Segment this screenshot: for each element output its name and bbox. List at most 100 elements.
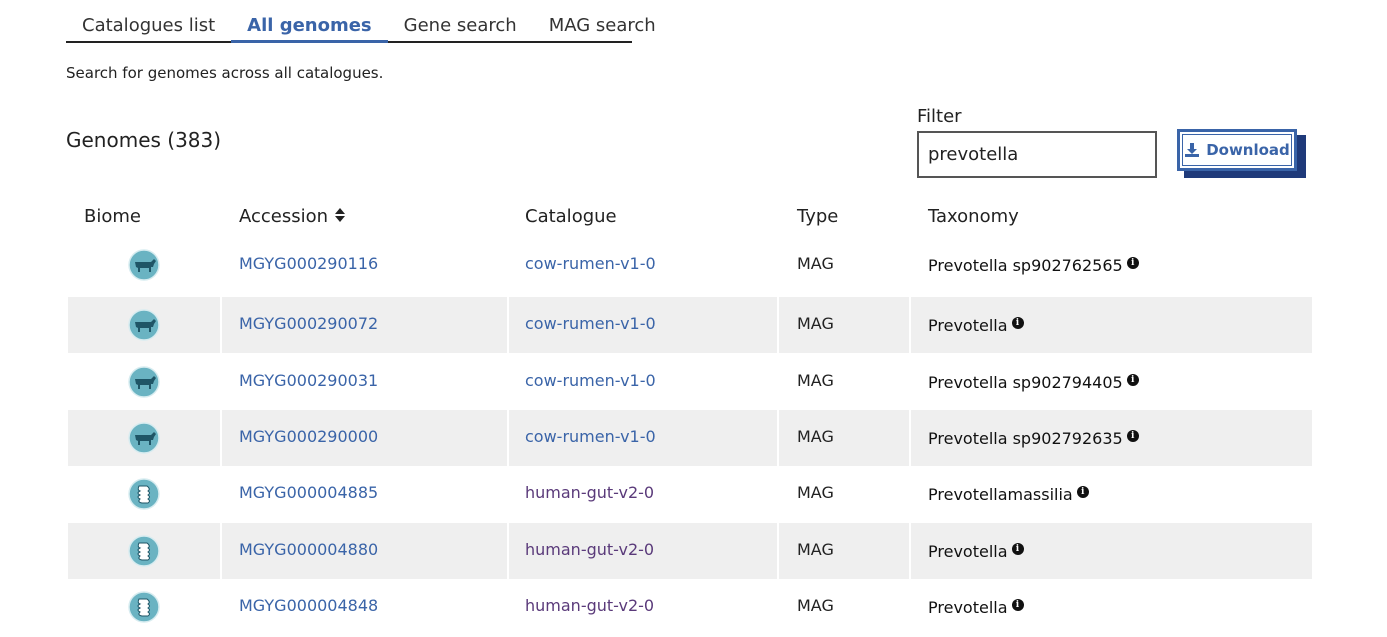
table-row: MGYG000004885 human-gut-v2-0 MAG Prevotella… (68, 466, 1312, 522)
column-separator (777, 237, 779, 293)
catalogue-link[interactable]: human-gut-v2-0 (525, 540, 655, 559)
info-icon[interactable]: i (1126, 374, 1139, 386)
accession-link[interactable]: MGYG000290031 (239, 371, 379, 390)
column-separator (777, 354, 779, 410)
type-value: MAG (797, 540, 834, 559)
column-separator (507, 410, 509, 466)
column-separator (507, 579, 509, 635)
catalogue-link[interactable]: cow-rumen-v1-0 (525, 371, 656, 390)
accession-link[interactable]: MGYG000004885 (239, 483, 379, 502)
tab-catalogues-list[interactable]: Catalogues list (82, 15, 216, 36)
taxonomy-cell: Prevotella sp902762565 i (928, 256, 1139, 275)
info-icon[interactable]: i (1011, 599, 1024, 611)
taxonomy-value: Prevotella (928, 598, 1008, 617)
taxonomy-value: Prevotella (928, 542, 1008, 561)
table-row: MGYG000004848 human-gut-v2-0 MAG Prevotella… (68, 579, 1312, 635)
column-separator (909, 523, 911, 579)
column-separator (909, 237, 911, 293)
catalogue-link[interactable]: cow-rumen-v1-0 (525, 254, 656, 273)
column-separator (777, 579, 779, 635)
column-header-accession-label: Accession (239, 206, 329, 227)
sort-icon (334, 208, 345, 222)
column-separator (507, 237, 509, 293)
column-separator (909, 466, 911, 522)
info-icon[interactable]: i (1076, 486, 1089, 498)
catalogue-link[interactable]: cow-rumen-v1-0 (525, 314, 656, 333)
column-separator (220, 237, 222, 293)
column-separator (220, 579, 222, 635)
table-row: MGYG000290116 cow-rumen-v1-0 MAG Prevotella… (68, 237, 1312, 293)
taxonomy-value: Prevotella (928, 316, 1008, 335)
table-row: MGYG000290072 cow-rumen-v1-0 MAG Prevotella… (68, 297, 1312, 353)
column-header-catalogue: Catalogue (525, 206, 617, 227)
column-separator (507, 523, 509, 579)
accession-link[interactable]: MGYG000004880 (239, 540, 379, 559)
column-separator (777, 297, 779, 353)
tab-gene-search[interactable]: Gene search (403, 15, 517, 36)
cow-rumen-biome-icon (128, 309, 160, 341)
catalogue-link[interactable]: human-gut-v2-0 (525, 483, 655, 502)
taxonomy-value: Prevotella sp902794405 (928, 373, 1123, 392)
taxonomy-cell: Prevotella sp902794405 i (928, 373, 1139, 392)
tab-bar: Catalogues list All genomes Gene search … (66, 8, 656, 43)
taxonomy-cell: Prevotella i (928, 598, 1024, 617)
column-separator (220, 410, 222, 466)
column-separator (507, 466, 509, 522)
column-separator (220, 354, 222, 410)
accession-link[interactable]: MGYG000290000 (239, 427, 379, 446)
column-separator (220, 466, 222, 522)
info-icon[interactable]: i (1126, 430, 1139, 442)
tab-all-genomes[interactable]: All genomes (231, 8, 388, 43)
download-label: Download (1206, 141, 1290, 159)
accession-link[interactable]: MGYG000290116 (239, 254, 379, 273)
human-gut-biome-icon (128, 535, 160, 567)
column-separator (777, 523, 779, 579)
column-separator (909, 410, 911, 466)
type-value: MAG (797, 483, 834, 502)
column-header-biome: Biome (84, 206, 141, 227)
table-row: MGYG000290031 cow-rumen-v1-0 MAG Prevotella… (68, 354, 1312, 410)
type-value: MAG (797, 371, 834, 390)
cow-rumen-biome-icon (128, 249, 160, 281)
taxonomy-cell: Prevotellamassilia i (928, 485, 1089, 504)
cow-rumen-biome-icon (128, 422, 160, 454)
human-gut-biome-icon (128, 591, 160, 623)
catalogue-link[interactable]: human-gut-v2-0 (525, 596, 655, 615)
taxonomy-cell: Prevotella i (928, 542, 1024, 561)
table-row: MGYG000290000 cow-rumen-v1-0 MAG Prevotella… (68, 410, 1312, 466)
column-separator (507, 354, 509, 410)
tab-mag-search[interactable]: MAG search (548, 15, 656, 36)
intro-text: Search for genomes across all catalogues… (66, 64, 384, 82)
column-separator (777, 466, 779, 522)
info-icon[interactable]: i (1126, 257, 1139, 269)
column-header-accession[interactable]: Accession (239, 206, 346, 227)
section-title: Genomes (383) (66, 128, 222, 152)
download-icon (1185, 143, 1200, 157)
column-header-type: Type (797, 206, 839, 227)
taxonomy-value: Prevotella sp902792635 (928, 429, 1123, 448)
column-separator (507, 297, 509, 353)
accession-link[interactable]: MGYG000290072 (239, 314, 379, 333)
table-row: MGYG000004880 human-gut-v2-0 MAG Prevotella… (68, 523, 1312, 579)
info-icon[interactable]: i (1011, 317, 1024, 329)
column-separator (777, 410, 779, 466)
column-separator (909, 354, 911, 410)
column-separator (909, 579, 911, 635)
type-value: MAG (797, 254, 834, 273)
type-value: MAG (797, 596, 834, 615)
taxonomy-value: Prevotellamassilia (928, 485, 1073, 504)
info-icon[interactable]: i (1011, 543, 1024, 555)
filter-input[interactable] (917, 131, 1157, 178)
cow-rumen-biome-icon (128, 366, 160, 398)
catalogue-link[interactable]: cow-rumen-v1-0 (525, 427, 656, 446)
taxonomy-cell: Prevotella sp902792635 i (928, 429, 1139, 448)
taxonomy-value: Prevotella sp902762565 (928, 256, 1123, 275)
filter-label: Filter (917, 106, 962, 127)
type-value: MAG (797, 314, 834, 333)
column-separator (220, 297, 222, 353)
column-separator (909, 297, 911, 353)
accession-link[interactable]: MGYG000004848 (239, 596, 379, 615)
column-separator (220, 523, 222, 579)
download-button[interactable]: Download (1177, 129, 1297, 171)
human-gut-biome-icon (128, 478, 160, 510)
